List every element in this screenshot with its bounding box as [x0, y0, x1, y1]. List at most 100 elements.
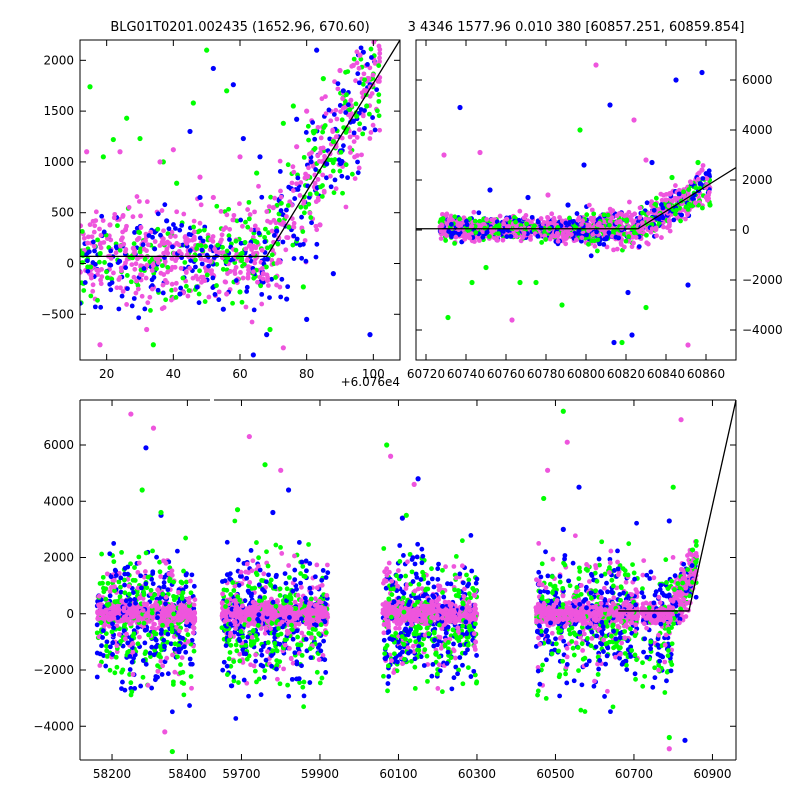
data-point-bg	[129, 262, 135, 267]
data-point-bg	[449, 217, 455, 223]
x-tick-label: 60860	[687, 367, 725, 381]
data-point-bg	[348, 97, 354, 103]
data-point-bg	[126, 591, 132, 597]
data-point-bg	[513, 219, 519, 225]
data-point-bg	[504, 234, 510, 240]
data-point-bg	[238, 270, 243, 275]
data-point-bg	[161, 580, 167, 585]
data-point-bg	[286, 693, 292, 699]
data-point-bg	[150, 548, 155, 554]
data-point-bg	[93, 209, 99, 215]
data-point-bg	[155, 615, 160, 621]
data-point-bg	[183, 535, 189, 541]
data-point-bg	[278, 294, 284, 300]
data-point-bg	[135, 286, 141, 292]
data-point-magenta	[97, 342, 103, 348]
data-point-bg	[651, 207, 657, 213]
y-tick-label: 0	[66, 256, 74, 270]
data-point-bg	[133, 290, 139, 296]
data-point-bg	[337, 161, 343, 167]
data-point-blue	[625, 289, 631, 296]
data-point-bg	[142, 627, 148, 633]
data-point-bg	[285, 203, 291, 208]
data-point-bg	[640, 210, 645, 216]
data-point-bg	[161, 272, 167, 277]
data-point-bg	[187, 265, 193, 271]
x-tick-label: 80	[299, 367, 314, 381]
data-point-bg	[443, 233, 449, 238]
data-point-bg	[223, 259, 229, 265]
data-point-bg	[228, 663, 234, 669]
data-point-bg	[170, 264, 175, 270]
data-point-bg	[245, 271, 251, 277]
data-point-bg	[169, 622, 175, 628]
data-point-bg	[315, 197, 321, 203]
data-point-bg	[285, 631, 290, 637]
data-point-magenta	[237, 154, 243, 160]
data-point-bg	[99, 643, 104, 649]
data-point-bg	[114, 643, 120, 649]
data-point-bg	[145, 300, 151, 306]
data-point-bg	[176, 242, 182, 248]
data-point-bg	[122, 590, 128, 596]
data-point-bg	[348, 150, 353, 155]
data-point-bg	[160, 663, 166, 669]
data-point-bg	[180, 635, 186, 641]
data-point-bg	[284, 214, 289, 219]
data-point-bg	[143, 275, 149, 281]
data-point-bg	[345, 102, 351, 108]
data-point-bg	[566, 221, 572, 227]
data-point-blue	[240, 135, 246, 142]
data-point-bg	[220, 250, 226, 255]
data-point-bg	[123, 227, 128, 233]
data-point-bg	[80, 269, 83, 275]
data-point-bg	[601, 241, 607, 247]
data-point-bg	[138, 246, 144, 252]
data-point-bg	[124, 631, 129, 637]
data-point-bg	[462, 231, 468, 237]
data-point-bg	[358, 56, 364, 62]
data-point-bg	[597, 241, 602, 247]
data-point-bg	[168, 234, 173, 240]
data-point-bg	[486, 234, 492, 239]
data-point-blue	[257, 154, 263, 160]
data-point-bg	[88, 275, 94, 281]
data-point-bg	[659, 197, 665, 203]
data-point-bg	[173, 280, 179, 286]
data-point-bg	[136, 199, 142, 204]
data-point-bg	[189, 637, 195, 643]
data-point-bg	[604, 235, 610, 240]
data-point-bg	[614, 213, 620, 219]
data-point-bg	[290, 188, 296, 193]
data-point-bg	[128, 692, 134, 698]
data-point-bg	[301, 704, 307, 710]
data-point-bg	[614, 246, 620, 252]
data-point-bg	[259, 578, 265, 583]
data-point-bg	[312, 180, 318, 186]
data-point-bg	[244, 680, 250, 686]
data-point-bg	[354, 60, 360, 66]
data-point-bg	[110, 652, 115, 657]
data-point-bg	[255, 279, 260, 285]
data-point-bg	[325, 570, 331, 576]
data-point-bg	[133, 606, 138, 612]
data-point-bg	[333, 134, 339, 140]
data-point-bg	[134, 225, 140, 231]
data-point-bg	[304, 568, 309, 574]
data-point-bg	[575, 217, 581, 223]
data-point-bg	[269, 252, 275, 258]
data-point-bg	[179, 655, 185, 660]
data-point-bg	[208, 244, 214, 250]
data-point-bg	[273, 574, 279, 580]
data-point-bg	[312, 596, 318, 602]
data-point-bg	[233, 247, 239, 253]
data-point-bg	[148, 591, 154, 597]
data-point-bg	[260, 644, 266, 649]
data-point-bg	[127, 606, 133, 612]
data-point-bg	[520, 235, 526, 240]
data-point-bg	[377, 51, 383, 56]
data-point-bg	[161, 558, 166, 564]
data-point-green	[577, 127, 583, 133]
data-point-bg	[341, 143, 346, 149]
data-point-magenta	[350, 62, 356, 68]
